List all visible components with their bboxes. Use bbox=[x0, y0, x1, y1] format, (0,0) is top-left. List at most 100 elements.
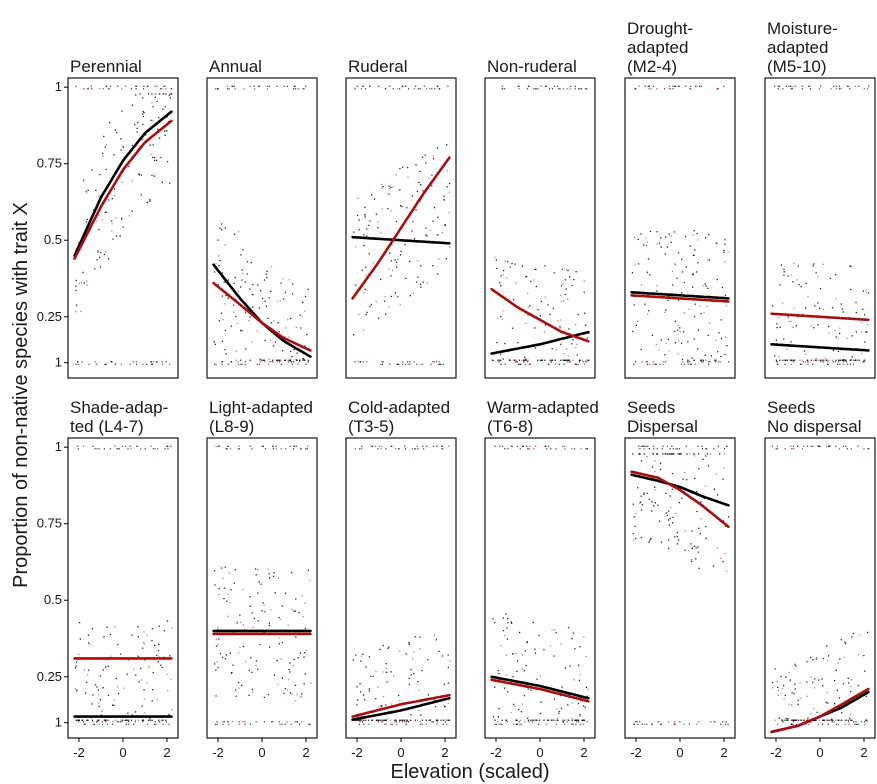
observation-point bbox=[724, 525, 727, 527]
observation-point bbox=[863, 359, 865, 361]
observation-point bbox=[120, 138, 122, 140]
observation-point bbox=[567, 269, 569, 272]
observation-point bbox=[238, 445, 240, 447]
observation-point bbox=[149, 200, 151, 202]
observation-point bbox=[380, 448, 382, 450]
observation-point bbox=[277, 322, 279, 324]
observation-point bbox=[544, 296, 546, 298]
observation-point bbox=[299, 359, 301, 361]
observation-point bbox=[380, 232, 382, 234]
observation-point bbox=[646, 361, 648, 363]
observation-point bbox=[777, 363, 779, 365]
observation-point bbox=[538, 634, 540, 637]
observation-point bbox=[267, 88, 269, 90]
observation-point bbox=[521, 265, 524, 267]
observation-point bbox=[544, 265, 546, 267]
observation-point bbox=[214, 723, 216, 725]
observation-point bbox=[144, 659, 146, 661]
observation-point bbox=[506, 277, 508, 279]
observation-point bbox=[403, 719, 405, 721]
observation-point bbox=[799, 682, 801, 684]
observation-point bbox=[860, 331, 863, 333]
observation-point bbox=[160, 156, 162, 159]
observation-point bbox=[807, 359, 809, 361]
observation-point bbox=[656, 285, 658, 287]
observation-point bbox=[227, 297, 229, 299]
observation-point bbox=[639, 448, 641, 450]
observation-point bbox=[779, 326, 781, 328]
observation-point bbox=[440, 719, 442, 721]
observation-point bbox=[674, 342, 676, 344]
observation-point bbox=[227, 721, 229, 723]
observation-point bbox=[125, 85, 127, 87]
observation-point bbox=[500, 645, 502, 647]
observation-point bbox=[538, 719, 540, 721]
observation-point bbox=[404, 445, 406, 447]
observation-point bbox=[803, 350, 806, 352]
observation-point bbox=[213, 570, 216, 572]
observation-point bbox=[381, 183, 383, 186]
observation-point bbox=[273, 320, 275, 322]
observation-point bbox=[654, 489, 656, 491]
observation-point bbox=[812, 445, 814, 447]
observation-point bbox=[864, 314, 866, 316]
observation-point bbox=[806, 719, 809, 721]
observation-point bbox=[431, 88, 433, 90]
panel-title-line: Dispersal bbox=[627, 417, 698, 436]
observation-point bbox=[498, 723, 500, 725]
observation-point bbox=[829, 445, 831, 447]
observation-point bbox=[425, 234, 427, 236]
observation-point bbox=[116, 721, 118, 723]
observation-point bbox=[304, 627, 307, 629]
observation-point bbox=[559, 88, 561, 90]
observation-point bbox=[228, 723, 230, 725]
observation-point bbox=[287, 319, 289, 321]
observation-point bbox=[123, 687, 125, 689]
observation-point bbox=[704, 283, 706, 285]
observation-point bbox=[707, 287, 709, 289]
observation-point bbox=[276, 359, 278, 361]
observation-point bbox=[659, 363, 661, 365]
observation-point bbox=[690, 560, 693, 563]
observation-point bbox=[830, 88, 832, 90]
observation-point bbox=[681, 271, 684, 273]
observation-point bbox=[142, 110, 144, 113]
observation-point bbox=[249, 596, 251, 598]
observation-point bbox=[684, 549, 686, 551]
observation-point bbox=[799, 359, 801, 361]
panel: Moisture-adapted (M5-10) bbox=[764, 19, 876, 379]
observation-point bbox=[714, 721, 716, 723]
observation-point bbox=[818, 88, 821, 90]
observation-point bbox=[542, 719, 545, 721]
observation-point bbox=[685, 85, 687, 87]
observation-point bbox=[234, 569, 237, 571]
observation-point bbox=[790, 274, 793, 276]
observation-point bbox=[96, 259, 98, 261]
observation-point bbox=[106, 85, 108, 87]
observation-point bbox=[260, 361, 262, 363]
observation-point bbox=[269, 361, 271, 363]
observation-point bbox=[237, 652, 240, 654]
observation-point bbox=[306, 333, 308, 336]
observation-point bbox=[794, 85, 796, 87]
panel-title-line: (L8-9) bbox=[209, 417, 254, 436]
observation-point bbox=[715, 242, 717, 244]
observation-point bbox=[693, 453, 695, 455]
observation-point bbox=[434, 706, 437, 708]
observation-point bbox=[586, 695, 589, 697]
observation-point bbox=[677, 329, 679, 331]
observation-point bbox=[281, 641, 283, 644]
observation-point bbox=[295, 636, 297, 638]
observation-point bbox=[684, 530, 686, 532]
observation-point bbox=[582, 361, 584, 363]
observation-point bbox=[75, 661, 78, 663]
observation-point bbox=[724, 239, 726, 241]
observation-point bbox=[675, 512, 677, 514]
observation-point bbox=[86, 284, 88, 286]
observation-point bbox=[252, 626, 254, 629]
observation-point bbox=[115, 719, 117, 721]
observation-point bbox=[363, 694, 365, 696]
observation-point bbox=[216, 721, 218, 723]
observation-point bbox=[426, 282, 429, 284]
observation-point bbox=[262, 445, 264, 447]
